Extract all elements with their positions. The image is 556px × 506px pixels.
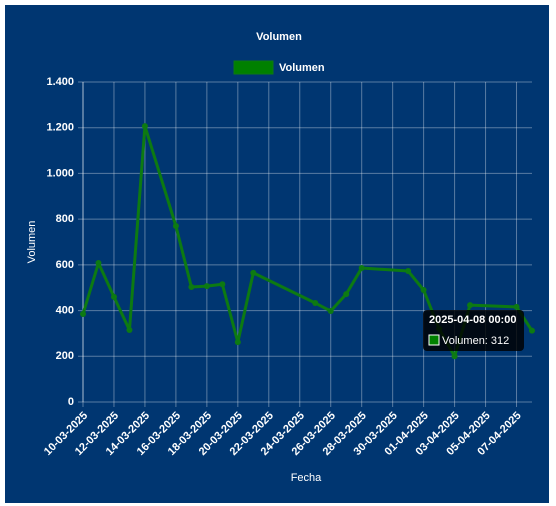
y-axis-title: Volumen [26,221,38,264]
data-point [529,327,535,334]
data-point [234,339,241,346]
tooltip-box [423,310,524,351]
data-point [327,308,334,315]
data-point [80,311,86,317]
data-point [203,283,210,290]
data-point [312,300,319,307]
data-point [219,281,226,288]
data-point [358,265,365,272]
data-point [405,268,412,275]
chart-title: Volumen [256,31,302,43]
data-point [126,327,133,333]
data-point [513,303,520,310]
y-tick-label: 1.400 [46,76,74,88]
background [5,5,549,503]
data-point [95,260,102,267]
y-tick-label: 200 [56,350,74,362]
tooltip-label: Volumen: 312 [442,335,509,347]
y-tick-label: 400 [56,304,74,316]
data-point [172,223,179,229]
data-point [188,284,195,291]
data-point [250,269,257,276]
y-tick-label: 600 [56,259,74,271]
data-point [451,353,458,360]
y-tick-label: 0 [68,396,74,408]
data-point [467,302,474,309]
tooltip-title: 2025-04-08 00:00 [429,314,516,326]
tooltip-swatch [428,334,440,346]
data-point [141,123,148,130]
x-axis-title: Fecha [291,472,322,484]
legend-label: Volumen [279,62,325,74]
legend-swatch [233,60,274,75]
data-point [343,291,350,298]
y-tick-label: 1.000 [46,167,74,179]
data-point [420,287,427,293]
data-point [110,293,117,300]
y-tick-label: 800 [56,213,74,225]
y-tick-label: 1.200 [46,122,74,134]
